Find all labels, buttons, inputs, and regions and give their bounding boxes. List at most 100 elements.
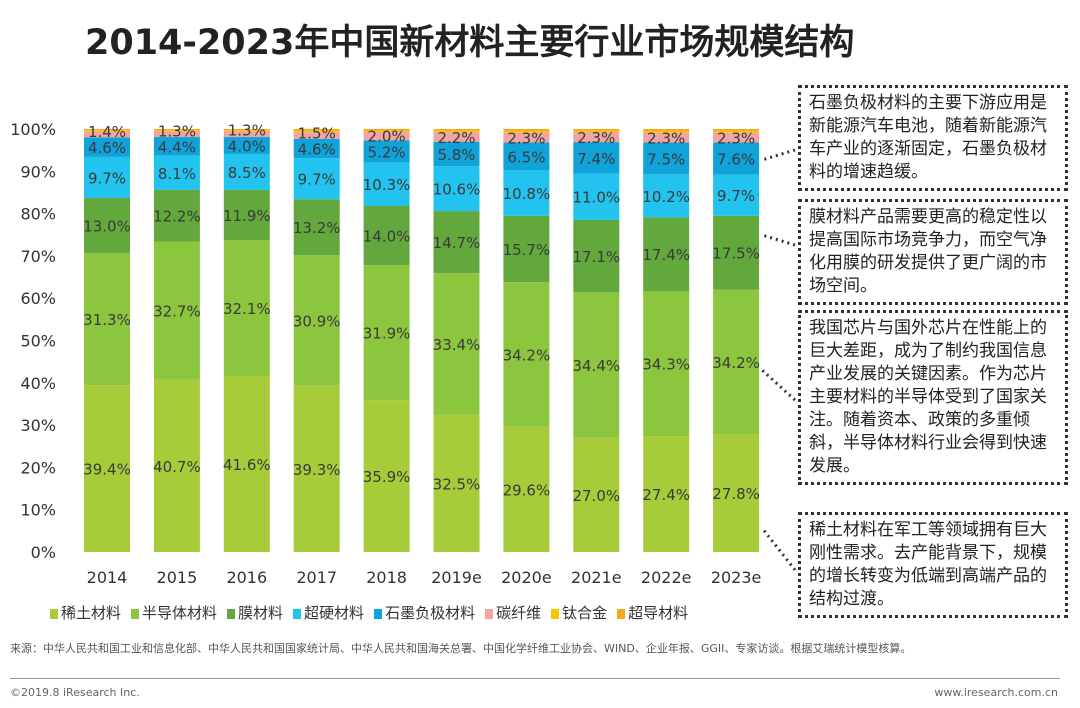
bar-segment: [293, 132, 340, 139]
data-label: 4.4%: [158, 138, 196, 156]
legend-swatch: [551, 608, 560, 619]
bar-segment: [84, 131, 130, 138]
bar-segment: [223, 129, 270, 131]
data-label: 13.2%: [293, 219, 341, 237]
bar-segment: [643, 174, 690, 218]
data-label: 11.0%: [572, 189, 620, 207]
legend-swatch: [374, 608, 383, 619]
data-label: 2.3%: [717, 130, 755, 148]
data-label: 14.7%: [433, 234, 481, 252]
data-label: 40.7%: [153, 458, 201, 476]
bar-segment: [153, 137, 200, 156]
chart-title: 2014-2023年中国新材料主要行业市场规模结构: [85, 23, 855, 63]
data-label: 2.3%: [577, 129, 615, 147]
bar-segment: [643, 129, 690, 131]
data-label: 34.3%: [642, 356, 690, 374]
bar-segment: [293, 158, 340, 200]
bar-segment: [503, 170, 550, 216]
bar-segment: [293, 385, 340, 552]
bar-segment: [363, 129, 410, 131]
legend-swatch: [227, 608, 236, 619]
data-label: 41.6%: [223, 456, 271, 474]
bar-segment: [363, 131, 410, 141]
data-label: 1.4%: [88, 123, 126, 141]
x-tick-label: 2015: [157, 568, 198, 587]
bar-segment: [713, 215, 760, 290]
data-label: 10.3%: [363, 176, 411, 194]
bar-segment: [153, 131, 200, 138]
data-label: 1.5%: [298, 124, 336, 142]
bar-segment: [223, 376, 270, 552]
legend-swatch: [293, 608, 302, 619]
y-tick-label: 80%: [20, 205, 56, 224]
x-tick-label: 2017: [296, 568, 337, 587]
x-tick-label: 2016: [226, 568, 267, 587]
x-tick-label: 2022e: [641, 568, 692, 587]
bar-segment: [503, 282, 550, 427]
bar-segment: [503, 129, 550, 131]
leader-line: [761, 233, 796, 247]
bar-segment: [223, 189, 270, 241]
legend-label: 石墨负极材料: [385, 604, 476, 622]
bar-segment: [573, 129, 620, 131]
legend-swatch: [617, 608, 626, 619]
y-tick-label: 30%: [20, 416, 56, 435]
data-label: 5.8%: [437, 146, 475, 164]
bar-segment: [433, 273, 480, 415]
bar-segment: [153, 241, 200, 380]
data-label: 10.8%: [503, 185, 551, 203]
bar-segment: [643, 130, 690, 133]
bar-segment: [573, 132, 620, 143]
data-label: 27.0%: [572, 487, 620, 505]
y-tick-label: 0%: [31, 543, 56, 562]
y-tick-label: 20%: [20, 458, 56, 477]
legend-label: 超导材料: [628, 604, 689, 622]
bar-segment: [84, 197, 130, 253]
legend-item: 稀土材料: [50, 602, 121, 623]
bar-segment: [713, 130, 760, 133]
data-label: 34.2%: [503, 346, 551, 364]
legend-item: 超导材料: [617, 602, 688, 623]
bar-segment: [293, 255, 340, 386]
x-tick-label: 2014: [87, 568, 128, 587]
bar-segment: [433, 166, 480, 212]
bar-segment: [573, 130, 620, 133]
legend-item: 超硬材料: [293, 602, 364, 623]
x-tick-label: 2021e: [571, 568, 622, 587]
data-label: 34.4%: [572, 357, 620, 375]
data-label: 6.5%: [507, 148, 545, 166]
bar-segment: [713, 132, 760, 143]
data-label: 17.5%: [712, 245, 760, 263]
note-graphite: 石墨负极材料的主要下游应用是新能源汽车电池，随着新能源汽车产业的逐渐固定，石墨负…: [798, 85, 1068, 191]
data-label: 4.6%: [298, 140, 336, 158]
bar-segment: [573, 292, 620, 438]
note-membrane: 膜材料产品需要更高的稳定性以提高国际市场竞争力，而空气净化用膜的研发提供了更广阔…: [798, 199, 1068, 305]
bar-segment: [433, 141, 480, 167]
data-label: 32.1%: [223, 300, 271, 318]
legend-label: 钛合金: [562, 604, 608, 622]
data-label: 30.9%: [293, 312, 341, 330]
bar-segment: [153, 129, 200, 131]
bar-segment: [503, 215, 550, 283]
bar-segment: [643, 436, 690, 552]
bar-segment: [433, 129, 480, 131]
legend-swatch: [131, 608, 140, 619]
data-label: 32.5%: [433, 475, 481, 493]
legend-label: 膜材料: [238, 604, 284, 622]
bar-segment: [293, 129, 340, 131]
bar-segment: [433, 414, 480, 552]
note-semiconductor: 我国芯片与国外芯片在性能上的巨大差距，成为了制约我国信息产业发展的关键因素。作为…: [798, 310, 1068, 485]
data-label: 2.3%: [647, 130, 685, 148]
data-label: 2.0%: [368, 127, 406, 145]
data-label: 5.2%: [368, 143, 406, 161]
legend-item: 石墨负极材料: [374, 602, 475, 623]
bar-segment: [573, 142, 620, 174]
x-tick-label: 2018: [366, 568, 407, 587]
data-label: 29.6%: [503, 481, 551, 499]
legend-item: 碳纤维: [485, 602, 541, 623]
bar-segment: [84, 156, 130, 198]
data-label: 13.0%: [83, 217, 131, 235]
bar-segment: [573, 219, 620, 293]
data-label: 14.0%: [363, 228, 411, 246]
